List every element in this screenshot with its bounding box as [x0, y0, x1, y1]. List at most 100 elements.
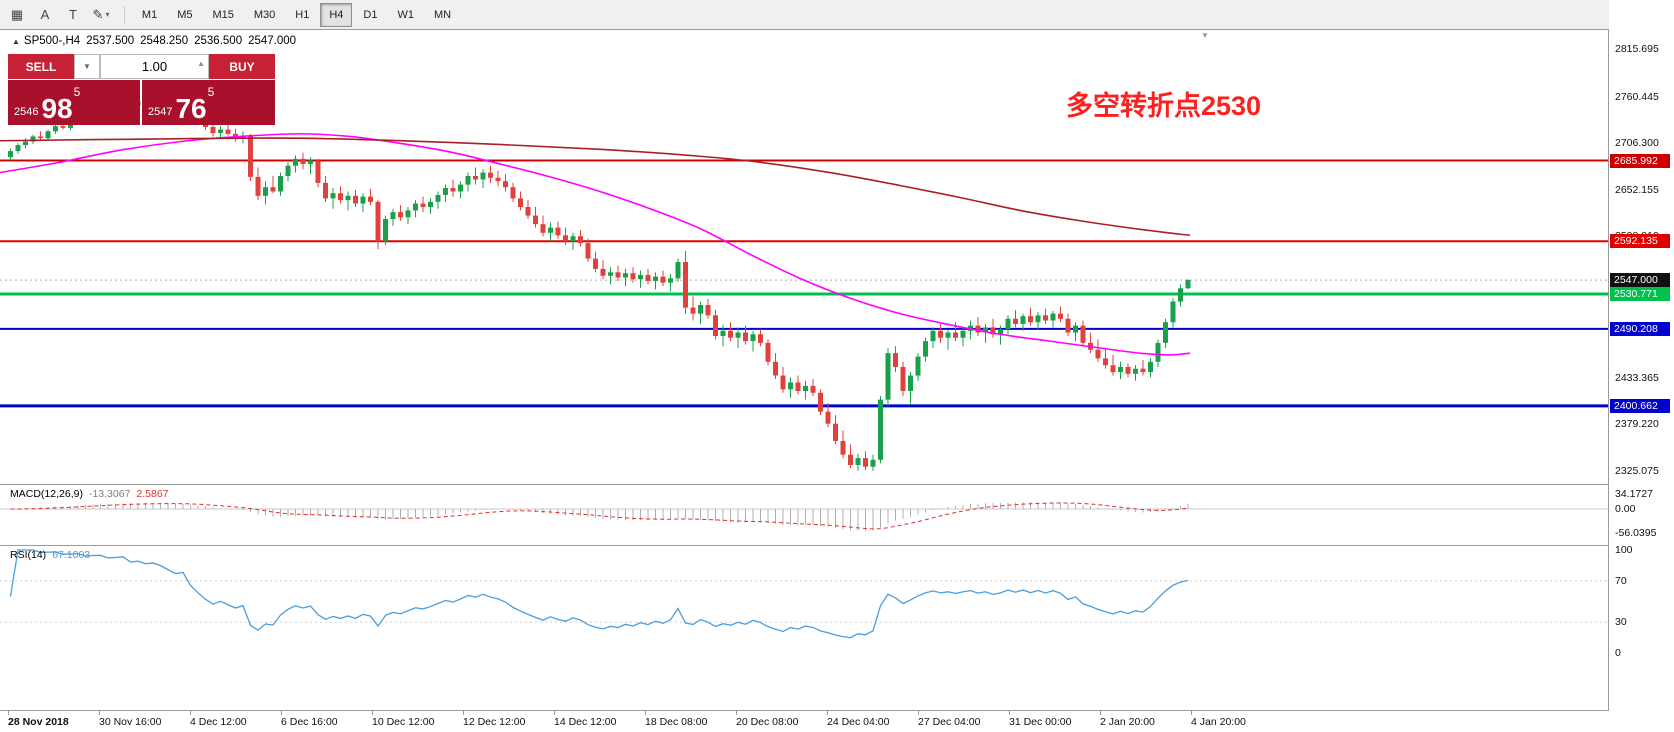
time-axis-label: 24 Dec 04:00 [827, 716, 890, 728]
rsi-indicator-canvas[interactable] [0, 546, 1608, 710]
buy-price-display[interactable]: 2547 76 5 [142, 80, 275, 125]
buy-price-point: 5 [207, 85, 215, 99]
price-level-badge: 2685.992 [1610, 153, 1670, 168]
price-axis-border [1608, 30, 1609, 710]
price-axis-label: 2433.365 [1615, 371, 1659, 384]
time-axis-tick [645, 711, 646, 715]
symbol-ohlc-header: ▲ SP500-,H4 2537.500 2548.250 2536.500 2547.0… [12, 35, 302, 47]
time-axis-label: 4 Jan 20:00 [1191, 716, 1246, 728]
sell-button[interactable]: SELL [8, 54, 74, 79]
tab-tf-w1[interactable]: W1 [397, 8, 414, 21]
ohlc-high: 2548.250 [140, 35, 189, 47]
annotation-a-tool-icon[interactable]: A [40, 7, 50, 22]
pane-separator-rsi[interactable] [0, 545, 1674, 546]
macd-axis-label: 34.1727 [1615, 488, 1653, 501]
grid-tool-icon[interactable]: ▦ [10, 6, 24, 22]
ohlc-low: 2536.500 [194, 35, 243, 47]
tab-tf-m30[interactable]: M30 [253, 8, 276, 21]
time-axis-tick [463, 711, 464, 715]
tab-tf-m1[interactable]: M1 [141, 8, 158, 21]
volume-input[interactable]: 1.00 ▲ [100, 54, 209, 79]
time-axis-label: 27 Dec 04:00 [918, 716, 981, 728]
volume-value: 1.00 [141, 59, 168, 74]
rsi-axis-label: 30 [1615, 616, 1627, 629]
price-axis-label: 2815.695 [1615, 43, 1659, 55]
text-box-tool-icon[interactable]: T [69, 7, 77, 22]
chevron-down-icon: ▼ [83, 62, 91, 71]
time-axis[interactable]: 28 Nov 2018 30 Nov 16:00 4 Dec 12:00 6 Dec … [0, 711, 1674, 732]
toolbar-separator [124, 5, 125, 24]
time-axis-label: 12 Dec 12:00 [463, 716, 526, 728]
time-axis-tick [99, 711, 100, 715]
macd-indicator-canvas[interactable] [0, 485, 1608, 545]
tab-tf-mn[interactable]: MN [433, 8, 452, 21]
macd-axis-label: 0.00 [1615, 503, 1636, 515]
tab-tf-h4[interactable]: H4 [320, 2, 353, 27]
price-level-badge: 2592.135 [1610, 234, 1670, 249]
volume-preset-dropdown[interactable]: ▼ [74, 54, 100, 79]
price-axis-label: 2379.220 [1615, 418, 1659, 431]
price-level-badge: 2530.771 [1610, 287, 1670, 302]
chart-annotation-text[interactable]: 多空转折点2530 [1066, 91, 1262, 121]
price-axis[interactable]: 2815.6952760.4452706.3002652.1552598.010… [1609, 0, 1674, 732]
tab-tf-d1[interactable]: D1 [363, 8, 378, 21]
price-axis-label: 2652.155 [1615, 183, 1659, 196]
ohlc-close: 2547.000 [248, 35, 297, 47]
macd-value: -13.3067 [88, 488, 131, 500]
price-level-badge: 2490.208 [1610, 321, 1670, 336]
time-axis-tick [1100, 711, 1101, 715]
time-axis-label: 28 Nov 2018 [8, 716, 69, 728]
time-axis-label: 20 Dec 08:00 [736, 716, 799, 728]
pane-separator-macd[interactable] [0, 484, 1674, 485]
time-axis-tick [827, 711, 828, 715]
price-axis-label: 2325.075 [1615, 464, 1659, 477]
time-axis-tick [554, 711, 555, 715]
sell-price-base: 2546 [14, 106, 39, 118]
time-axis-tick [372, 711, 373, 715]
time-axis-label: 2 Jan 20:00 [1100, 716, 1155, 728]
rsi-label: RSI(14) 67.1003 [10, 549, 90, 561]
time-axis-tick [1009, 711, 1010, 715]
ma-fast-magenta [0, 133, 1191, 356]
symbol-marker-icon: ▲ [12, 37, 20, 46]
sell-price-display[interactable]: 2546 98 5 [8, 80, 140, 125]
volume-up-arrow-icon[interactable]: ▲ [197, 59, 205, 68]
tab-tf-m15[interactable]: M15 [212, 8, 234, 21]
symbol-name: SP500-,H4 [23, 35, 81, 47]
time-axis-tick [8, 711, 9, 715]
macd-axis-label: -56.0395 [1615, 526, 1657, 539]
buy-price-base: 2547 [148, 106, 173, 118]
tab-tf-m5[interactable]: M5 [177, 8, 193, 21]
time-axis-tick [190, 711, 191, 715]
rsi-axis-label: 0 [1615, 647, 1621, 659]
main-toolbar: ▦ A T ✎ ▾ M1 M5 M15 M30 H1 H4 D1 W1 MN [0, 0, 1674, 30]
rsi-axis-label: 70 [1615, 574, 1627, 587]
time-axis-label: 18 Dec 08:00 [645, 716, 708, 728]
macd-name: MACD(12,26,9) [10, 488, 83, 500]
rsi-axis-label: 100 [1615, 544, 1633, 556]
buy-button[interactable]: BUY [209, 54, 275, 79]
chart-tool-buttons: ▦ A T ✎ ▾ [4, 4, 116, 26]
rsi-value: 67.1003 [52, 549, 91, 561]
time-axis-tick [736, 711, 737, 715]
sell-price-point: 5 [73, 85, 81, 99]
time-axis-tick [281, 711, 282, 715]
time-axis-label: 10 Dec 12:00 [372, 716, 435, 728]
time-axis-label: 6 Dec 16:00 [281, 716, 338, 728]
time-axis-label: 14 Dec 12:00 [554, 716, 617, 728]
ohlc-open: 2537.500 [86, 35, 135, 47]
macd-label: MACD(12,26,9) -13.3067 2.5867 [10, 488, 169, 500]
tab-tf-h1[interactable]: H1 [295, 8, 310, 21]
buy-price-pips: 76 [175, 92, 207, 124]
macd-signal-value: 2.5867 [136, 488, 169, 500]
time-axis-tick [918, 711, 919, 715]
price-axis-label: 2760.445 [1615, 90, 1659, 103]
price-axis-label: 2706.300 [1615, 137, 1659, 150]
time-axis-label: 4 Dec 12:00 [190, 716, 247, 728]
price-chart-canvas[interactable] [0, 31, 1608, 485]
shapes-tool-icon[interactable]: ✎ ▾ [92, 6, 110, 22]
chart-shift-marker-icon[interactable]: ▼ [1201, 31, 1209, 40]
one-click-trading-panel: SELL ▼ 1.00 ▲ BUY 2546 98 5 2547 76 5 [8, 54, 275, 125]
ma-slow-darkred [0, 137, 1191, 237]
